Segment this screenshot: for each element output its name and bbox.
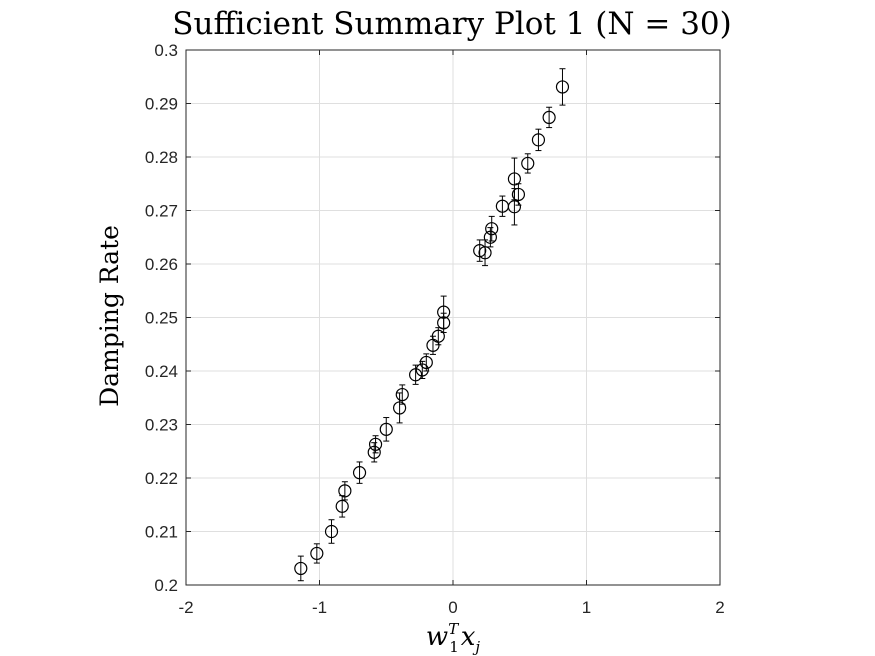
data-point (368, 437, 383, 451)
data-point (367, 445, 381, 459)
data-point (555, 80, 570, 94)
data-point (511, 187, 526, 202)
data-point (542, 110, 556, 125)
y-tick-label: 0.2 (154, 576, 178, 595)
x-tick-label: 2 (715, 598, 724, 617)
data-point (431, 329, 445, 343)
data-point (395, 387, 409, 402)
y-tick-label: 0.24 (145, 362, 178, 381)
data-point (338, 484, 352, 498)
x-axis-label-subscript-j: j (472, 638, 480, 656)
data-point (531, 133, 546, 147)
y-tick-labels: 0.2 0.21 0.22 0.23 0.24 0.25 0.26 0.27 0.28 0.29 0… (145, 41, 178, 595)
axis-ticks (185, 49, 721, 586)
y-tick-label: 0.3 (154, 41, 178, 60)
data-point (437, 305, 451, 319)
data-point (419, 355, 433, 370)
data-point (507, 172, 522, 186)
y-tick-label: 0.25 (145, 309, 178, 328)
data-point (485, 222, 499, 236)
grid (185, 49, 721, 586)
data-point (483, 230, 497, 244)
y-tick-label: 0.21 (145, 523, 178, 542)
x-axis-label-variable: x (461, 622, 476, 652)
data-point (521, 156, 535, 171)
x-axis-label-subscript: 1 (449, 638, 459, 656)
data-point (310, 546, 324, 561)
data-point (294, 561, 308, 576)
x-tick-label: 1 (582, 598, 591, 617)
data-series (294, 68, 570, 582)
x-tick-label: 0 (448, 598, 457, 617)
data-point (415, 363, 429, 377)
data-point (478, 246, 492, 260)
data-point (409, 368, 423, 382)
y-axis-label: Damping Rate (95, 225, 124, 407)
y-tick-label: 0.26 (145, 255, 178, 274)
y-tick-label: 0.27 (145, 202, 178, 221)
y-tick-label: 0.29 (145, 95, 178, 114)
x-tick-label: -1 (312, 598, 327, 617)
y-tick-label: 0.22 (145, 469, 178, 488)
x-axis-label-superscript: T (448, 620, 459, 638)
data-point (352, 466, 367, 480)
x-axis-label: wT 1xj (426, 620, 481, 656)
x-tick-labels: -2 -1 0 1 2 (178, 598, 724, 617)
y-tick-label: 0.23 (145, 416, 178, 435)
x-tick-label: -2 (178, 598, 193, 617)
data-point (393, 401, 407, 415)
data-point (507, 200, 522, 214)
data-point (379, 422, 393, 436)
y-tick-label: 0.28 (145, 148, 178, 167)
chart-title: Sufficient Summary Plot 1 (N = 30) (172, 6, 731, 42)
data-point (324, 524, 339, 539)
x-axis-label-base: w (426, 622, 448, 652)
